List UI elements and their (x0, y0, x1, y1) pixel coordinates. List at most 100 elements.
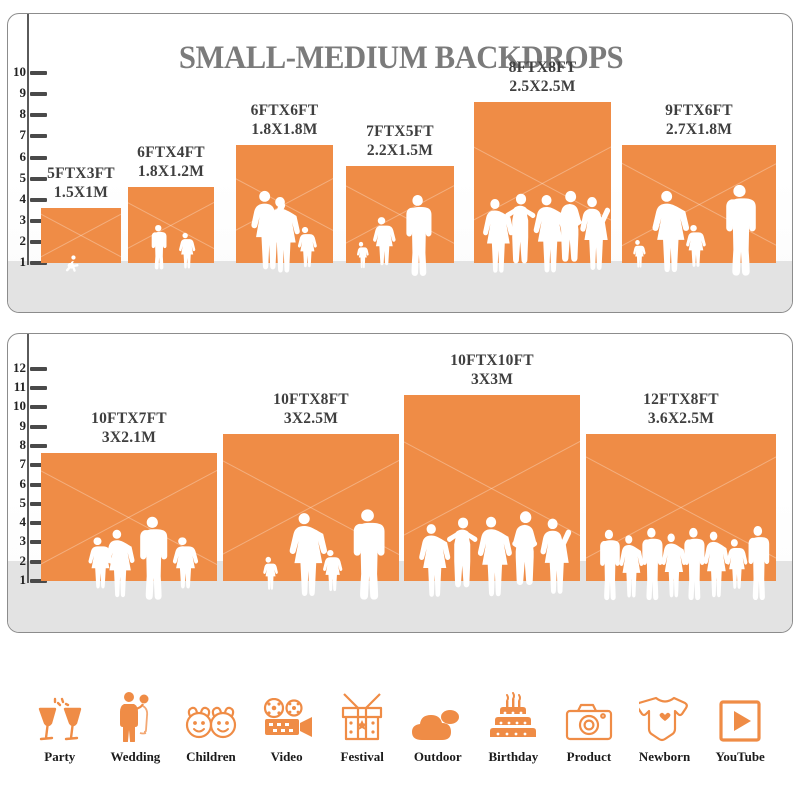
people-silhouettes (263, 509, 385, 600)
person-silhouette (140, 516, 168, 600)
person-silhouette (533, 194, 567, 273)
champagne-glasses-icon (35, 684, 85, 742)
children-faces-icon (182, 684, 240, 742)
y-tick-label: 2 (19, 232, 27, 248)
baby-onesie-icon (638, 684, 691, 742)
person-silhouette (179, 232, 196, 269)
person-silhouette (686, 225, 706, 267)
use-case-item-newborn[interactable]: Newborn (627, 655, 703, 765)
use-case-label: YouTube (715, 749, 765, 764)
bar-size-metric: 1.8X1.8M (251, 120, 318, 138)
person-silhouette (105, 529, 135, 598)
use-case-label: Product (566, 749, 612, 764)
people-silhouettes (88, 516, 199, 600)
person-silhouette (540, 518, 572, 594)
bar-size-label: 8FTX8FT 2.5X2.5M (463, 58, 623, 96)
use-case-item-product[interactable]: Product (551, 655, 627, 765)
person-silhouette (642, 527, 663, 601)
people-silhouettes (633, 184, 756, 276)
person-silhouette (652, 190, 690, 273)
person-silhouette (172, 537, 199, 589)
bar-size-metric: 3X2.1M (101, 429, 157, 447)
y-tick (30, 463, 47, 468)
bar-size-imperial: 10FTX8FT (273, 390, 349, 408)
bar-size-label: 6FTX4FT 1.8X1.2M (91, 143, 251, 181)
y-tick (30, 540, 47, 545)
bar-size-metric: 1.8X1.2M (137, 162, 205, 180)
use-case-item-youtube[interactable]: YouTube (702, 655, 778, 765)
person-silhouette (703, 531, 729, 598)
y-tick (30, 405, 47, 410)
bar-size-label: 6FTX6FT 1.8X1.8M (205, 101, 365, 139)
y-tick (30, 501, 47, 506)
bar-size-metric: 2.7X1.8M (665, 120, 733, 138)
y-tick (30, 71, 47, 76)
person-silhouette (406, 194, 432, 276)
use-case-label: Wedding (110, 749, 161, 764)
wedding-couple-icon (113, 684, 157, 742)
people-silhouettes (483, 190, 611, 273)
y-tick-label: 1 (19, 254, 27, 269)
bar-size-imperial: 7FTX5FT (366, 122, 434, 140)
backdrop-size-bar[interactable] (346, 165, 454, 263)
person-silhouette (661, 533, 687, 598)
use-case-item-video[interactable]: Video (249, 655, 325, 765)
person-silhouette (419, 524, 451, 597)
bar-size-metric: 3.6X2.5M (647, 409, 715, 427)
bar-size-imperial: 5FTX3FT (47, 164, 115, 182)
use-case-label: Children (186, 749, 236, 764)
y-tick (30, 366, 47, 371)
use-case-label: Newborn (638, 749, 691, 764)
bar-size-label: 10FTX8FT 3X2.5M (231, 390, 391, 428)
bar-size-metric: 3X3M (470, 371, 514, 389)
y-tick-label: 5 (19, 494, 27, 510)
people-silhouettes (357, 194, 432, 276)
y-tick-label: 8 (19, 436, 27, 452)
person-silhouette (373, 217, 396, 266)
y-tick-label: 4 (19, 190, 27, 206)
bar-size-metric: 3X2.5M (283, 409, 339, 427)
use-case-item-wedding[interactable]: Wedding (98, 655, 174, 765)
person-silhouette (353, 509, 385, 600)
bar-size-imperial: 10FTX10FT (450, 352, 534, 370)
use-case-item-birthday[interactable]: Birthday (476, 655, 552, 765)
person-silhouette (357, 241, 369, 269)
gift-box-icon (338, 684, 386, 742)
person-silhouette (65, 255, 79, 272)
small-medium-backdrops-panel: SMALL-MEDIUM BACKDROPS 10 9 8 7 6 5 4 3 2 1 5FTX3… (7, 13, 793, 313)
bar-size-imperial: 10FTX7FT (91, 410, 167, 428)
bar-size-label: 10FTX10FT 3X3M (412, 351, 572, 389)
bar-size-label: 5FTX3FT 1.5X1M (8, 164, 161, 202)
backdrop-size-bar[interactable] (128, 186, 214, 263)
y-tick (30, 521, 47, 526)
y-tick (30, 424, 47, 429)
use-case-item-festival[interactable]: Festival (324, 655, 400, 765)
person-silhouette (447, 517, 478, 588)
y-tick-label: 10 (13, 64, 26, 80)
bar-size-imperial: 8FTX8FT (508, 59, 577, 77)
people-silhouettes (151, 225, 196, 270)
camera-icon (564, 684, 614, 742)
use-case-item-party[interactable]: Party (22, 655, 98, 765)
use-case-item-children[interactable]: Children (173, 655, 249, 765)
person-silhouette (263, 556, 278, 590)
birthday-cake-icon (488, 684, 538, 742)
y-tick-label: 2 (19, 552, 27, 568)
bar-size-imperial: 6FTX6FT (250, 101, 319, 119)
movie-camera-icon (260, 684, 314, 742)
people-silhouettes (65, 255, 79, 272)
person-silhouette (512, 511, 538, 585)
y-tick-label: 7 (19, 127, 27, 143)
y-tick (30, 176, 47, 181)
y-tick-label: 1 (19, 572, 27, 587)
person-silhouette (289, 513, 327, 596)
y-tick-label: 3 (19, 533, 27, 549)
use-case-icon-strip: Party Wedding Children (0, 655, 800, 765)
person-silhouette (505, 193, 536, 264)
person-silhouette (151, 225, 167, 270)
y-tick-label: 7 (19, 456, 27, 472)
use-case-item-outdoor[interactable]: Outdoor (400, 655, 476, 765)
person-silhouette (557, 190, 582, 262)
bar-size-label: 9FTX6FT 2.7X1.8M (619, 101, 779, 139)
backdrop-size-bar[interactable] (41, 207, 121, 263)
